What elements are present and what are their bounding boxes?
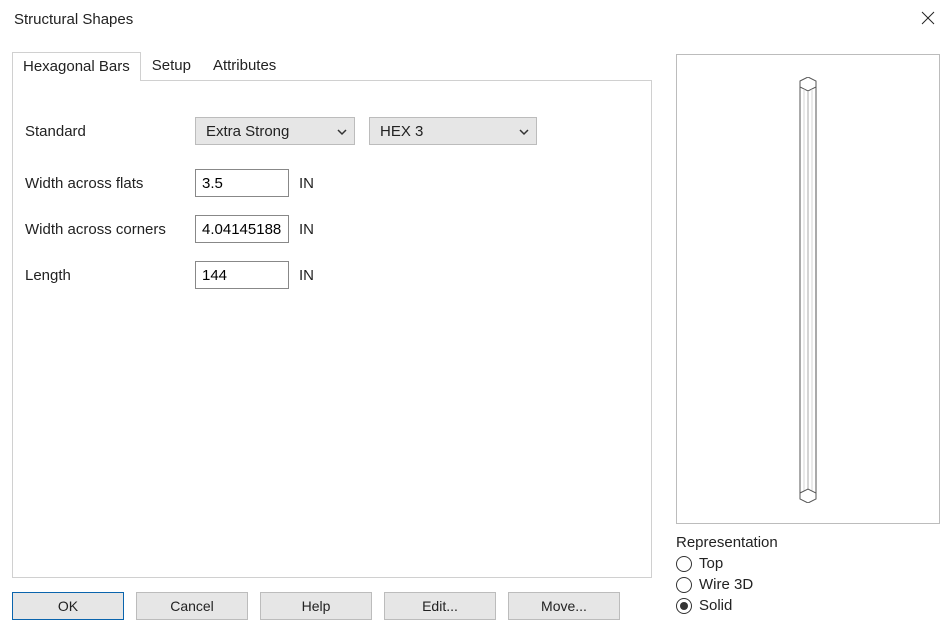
dialog-title: Structural Shapes xyxy=(14,11,133,28)
button-label: Help xyxy=(302,598,331,614)
left-column: Hexagonal Bars Setup Attributes Standard… xyxy=(12,48,652,620)
hexbar-preview-icon xyxy=(796,77,820,503)
close-button[interactable] xyxy=(904,0,952,36)
cancel-button[interactable]: Cancel xyxy=(136,592,248,620)
dropdown-standard[interactable]: Extra Strong xyxy=(195,117,355,145)
tab-label: Setup xyxy=(152,57,191,74)
tab-setup[interactable]: Setup xyxy=(141,51,202,80)
titlebar: Structural Shapes xyxy=(0,0,952,40)
radio-label: Solid xyxy=(699,597,732,614)
button-label: Move... xyxy=(541,598,587,614)
button-label: Cancel xyxy=(170,598,214,614)
radio-label: Top xyxy=(699,555,723,572)
tabstrip: Hexagonal Bars Setup Attributes xyxy=(12,48,652,80)
representation-label: Representation xyxy=(676,534,940,551)
radio-top[interactable]: Top xyxy=(676,555,940,572)
unit-label: IN xyxy=(299,221,314,238)
label-length: Length xyxy=(25,267,195,284)
radio-icon xyxy=(676,577,692,593)
input-width-flats[interactable] xyxy=(195,169,289,197)
row-length: Length IN xyxy=(25,261,639,289)
unit-label: IN xyxy=(299,175,314,192)
tab-attributes[interactable]: Attributes xyxy=(202,51,287,80)
tab-label: Hexagonal Bars xyxy=(23,58,130,75)
tab-label: Attributes xyxy=(213,57,276,74)
dropdown-value: Extra Strong xyxy=(206,123,289,140)
ok-button[interactable]: OK xyxy=(12,592,124,620)
button-label: OK xyxy=(58,598,78,614)
dropdown-hex[interactable]: HEX 3 xyxy=(369,117,537,145)
radio-wire-3d[interactable]: Wire 3D xyxy=(676,576,940,593)
content-area: Hexagonal Bars Setup Attributes Standard… xyxy=(12,48,940,620)
dialog-window: Structural Shapes Hexagonal Bars Setup A… xyxy=(0,0,952,632)
radio-icon xyxy=(676,598,692,614)
chevron-down-icon xyxy=(336,123,348,140)
close-icon xyxy=(921,11,935,25)
radio-icon xyxy=(676,556,692,572)
radio-solid[interactable]: Solid xyxy=(676,597,940,614)
row-width-corners: Width across corners IN xyxy=(25,215,639,243)
chevron-down-icon xyxy=(518,123,530,140)
preview-box xyxy=(676,54,940,524)
input-width-corners[interactable] xyxy=(195,215,289,243)
move-button[interactable]: Move... xyxy=(508,592,620,620)
label-standard: Standard xyxy=(25,123,195,140)
label-width-flats: Width across flats xyxy=(25,175,195,192)
edit-button[interactable]: Edit... xyxy=(384,592,496,620)
button-label: Edit... xyxy=(422,598,458,614)
button-row: OK Cancel Help Edit... Move... xyxy=(12,592,620,620)
radio-label: Wire 3D xyxy=(699,576,753,593)
label-width-corners: Width across corners xyxy=(25,221,195,238)
right-column: Representation Top Wire 3D Solid xyxy=(676,54,940,622)
unit-label: IN xyxy=(299,267,314,284)
row-standard: Standard Extra Strong HEX 3 xyxy=(25,117,639,145)
tab-panel-hexagonal-bars: Standard Extra Strong HEX 3 xyxy=(12,80,652,578)
dropdown-value: HEX 3 xyxy=(380,123,423,140)
help-button[interactable]: Help xyxy=(260,592,372,620)
row-width-flats: Width across flats IN xyxy=(25,169,639,197)
tab-hexagonal-bars[interactable]: Hexagonal Bars xyxy=(12,52,141,81)
input-length[interactable] xyxy=(195,261,289,289)
